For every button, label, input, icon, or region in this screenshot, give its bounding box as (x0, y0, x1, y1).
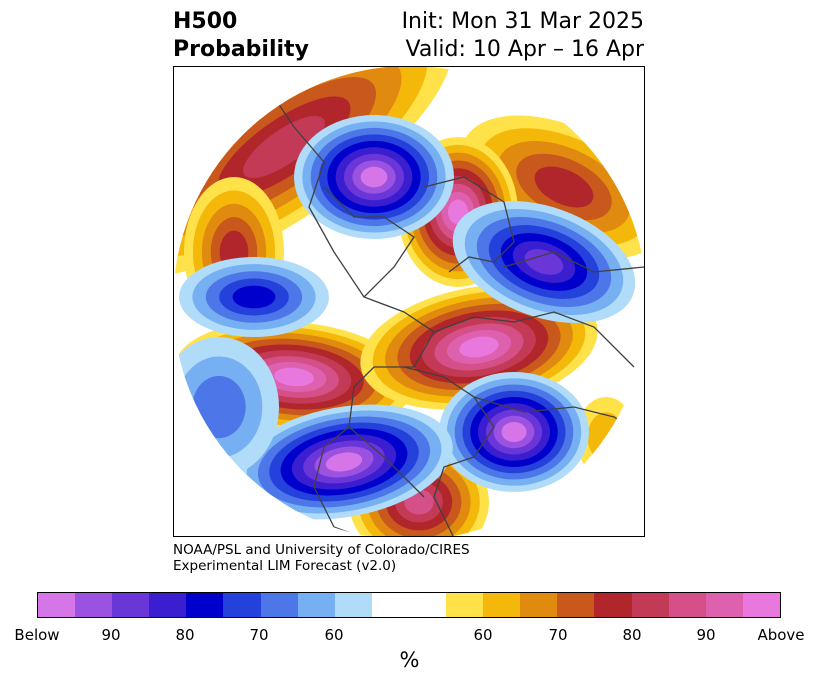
colorbar-swatch (75, 593, 113, 617)
map-panel (173, 66, 645, 537)
colorbar-tick-labels: Below 90 80 70 60 60 70 80 90 Above (0, 626, 819, 648)
below-normal-region-north-atlantic (235, 404, 453, 520)
coastline-path (593, 96, 644, 158)
coastline-path (423, 176, 515, 273)
colorbar-tick-label: 90 (696, 626, 716, 644)
colorbar-swatch (742, 593, 780, 617)
colorbar-swatch (631, 593, 669, 617)
colorbar-swatch (112, 593, 150, 617)
colorbar-unit-label: % (399, 648, 420, 672)
title-variable: H500 (173, 9, 238, 34)
colorbar-tick-label: Above (757, 626, 805, 644)
colorbar-tick-label: 70 (249, 626, 269, 644)
below-normal-region-europe (439, 372, 589, 492)
colorbar-swatch (260, 593, 298, 617)
credit-line-2: Experimental LIM Forecast (v2.0) (173, 558, 397, 574)
colorbar-tick-label: 90 (101, 626, 121, 644)
colorbar-swatch (520, 593, 558, 617)
coastline-path (403, 366, 495, 536)
colorbar-swatch (223, 593, 261, 617)
colorbar-swatch (594, 593, 632, 617)
colorbar-swatch (483, 593, 521, 617)
colorbar-swatch (371, 593, 409, 617)
colorbar-tick-label: Below (14, 626, 60, 644)
colorbar-swatch (186, 593, 224, 617)
credit-text: NOAA/PSL and University of Colorado/CIRE… (173, 542, 470, 574)
below-normal-region-siberia (452, 200, 636, 324)
colorbar-tick-label: 60 (473, 626, 493, 644)
colorbar-swatch (446, 593, 484, 617)
valid-range: Valid: 10 Apr – 16 Apr (405, 37, 645, 62)
colorbar-tick-label: 80 (622, 626, 642, 644)
coastline-path (433, 311, 635, 368)
coastline-path (323, 186, 415, 298)
colorbar-tick-label: 80 (175, 626, 195, 644)
colorbar (37, 592, 781, 618)
colorbar-swatch (38, 593, 76, 617)
colorbar-tick-label: 60 (324, 626, 344, 644)
chart-title: H500 Probability (173, 8, 309, 64)
colorbar-swatch (705, 593, 743, 617)
colorbar-swatch (668, 593, 706, 617)
forecast-dates: Init: Mon 31 Mar 2025 Valid: 10 Apr – 16… (380, 8, 644, 64)
below-normal-region-east-asia (294, 115, 454, 239)
colorbar-swatch (149, 593, 187, 617)
below-normal-region-pacific (179, 257, 329, 337)
credit-line-1: NOAA/PSL and University of Colorado/CIRE… (173, 542, 470, 558)
colorbar-tick-label: 70 (548, 626, 568, 644)
colorbar-swatch (334, 593, 372, 617)
colorbar-swatch (557, 593, 595, 617)
polar-map (174, 67, 644, 536)
coastline-path (503, 251, 644, 273)
colorbar-swatch (297, 593, 335, 617)
init-date: Init: Mon 31 Mar 2025 (401, 9, 644, 34)
probability-field (174, 67, 644, 536)
title-quantity: Probability (173, 37, 309, 62)
colorbar-swatch (408, 593, 447, 617)
